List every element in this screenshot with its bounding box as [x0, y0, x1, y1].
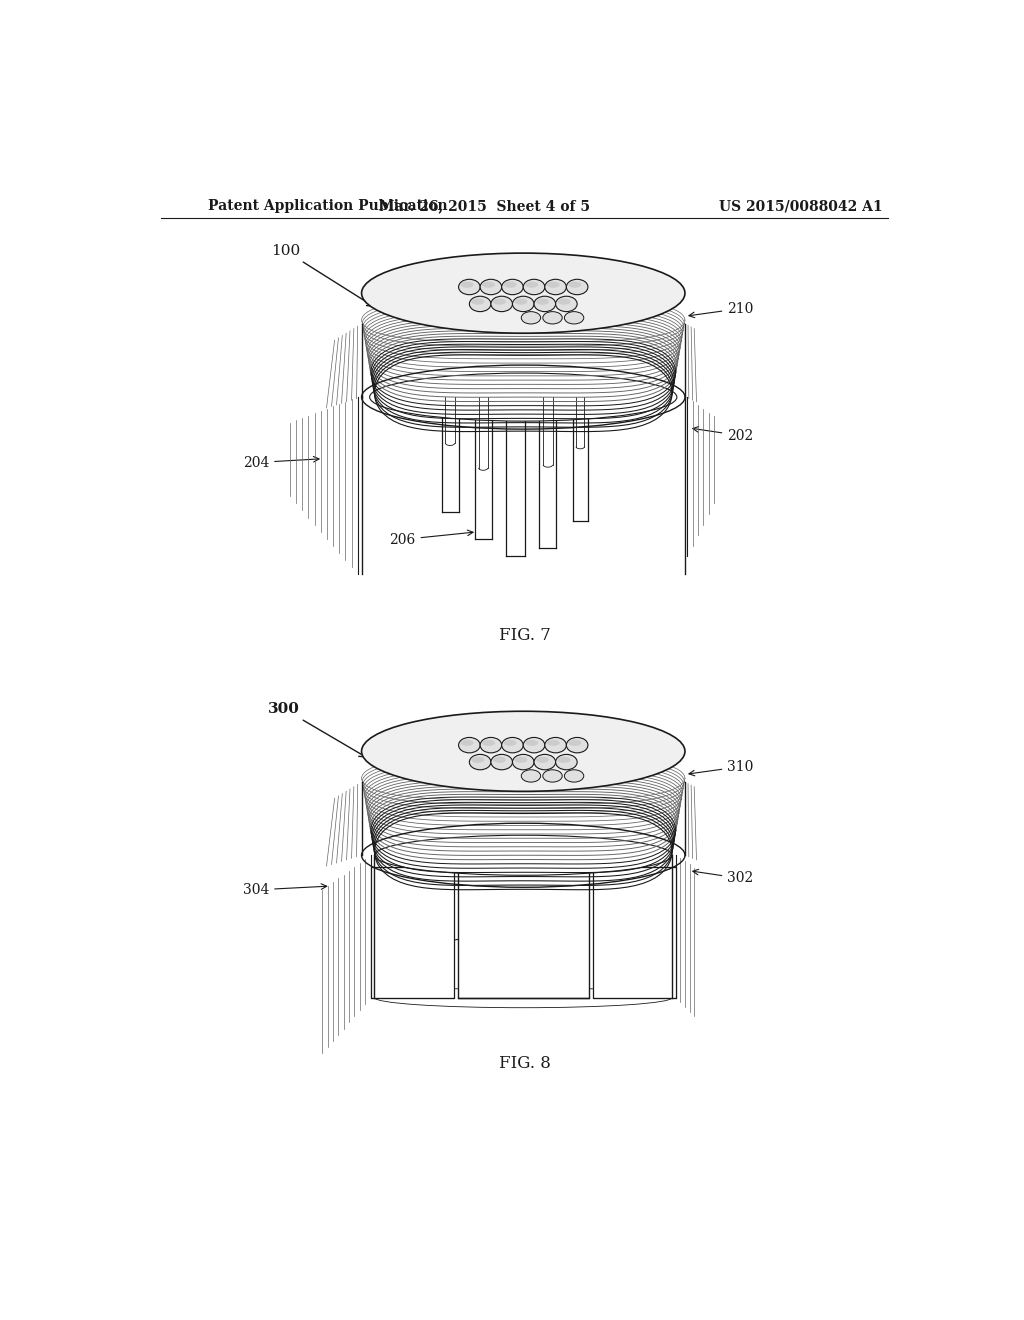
- Text: 204: 204: [243, 455, 319, 470]
- Ellipse shape: [480, 280, 502, 294]
- Ellipse shape: [370, 374, 677, 421]
- Text: Patent Application Publication: Patent Application Publication: [208, 199, 447, 213]
- Bar: [371, 867, 454, 998]
- Ellipse shape: [514, 298, 527, 305]
- Ellipse shape: [493, 298, 506, 305]
- Ellipse shape: [469, 755, 490, 770]
- Ellipse shape: [512, 755, 535, 770]
- Ellipse shape: [461, 739, 473, 746]
- Ellipse shape: [558, 298, 570, 305]
- Ellipse shape: [556, 296, 578, 312]
- Ellipse shape: [502, 280, 523, 294]
- Ellipse shape: [525, 281, 539, 288]
- Ellipse shape: [459, 280, 480, 294]
- Ellipse shape: [361, 253, 685, 333]
- Ellipse shape: [545, 738, 566, 752]
- Ellipse shape: [490, 296, 512, 312]
- Ellipse shape: [375, 836, 672, 875]
- Ellipse shape: [504, 739, 517, 746]
- Text: 306: 306: [397, 935, 473, 954]
- Ellipse shape: [564, 312, 584, 323]
- Ellipse shape: [493, 756, 506, 763]
- Text: 202: 202: [693, 426, 754, 442]
- Text: 310: 310: [689, 760, 754, 776]
- Ellipse shape: [564, 770, 584, 781]
- Ellipse shape: [480, 738, 502, 752]
- Ellipse shape: [558, 756, 570, 763]
- Text: 302: 302: [693, 870, 754, 886]
- Ellipse shape: [514, 756, 527, 763]
- Text: US 2015/0088042 A1: US 2015/0088042 A1: [719, 199, 883, 213]
- Ellipse shape: [521, 770, 541, 781]
- Ellipse shape: [543, 770, 562, 781]
- Text: FIG. 8: FIG. 8: [499, 1055, 551, 1072]
- Text: 206: 206: [389, 531, 473, 546]
- Text: 210: 210: [689, 301, 754, 318]
- Ellipse shape: [523, 280, 545, 294]
- Ellipse shape: [482, 281, 495, 288]
- Ellipse shape: [566, 280, 588, 294]
- Ellipse shape: [482, 739, 495, 746]
- Ellipse shape: [471, 756, 484, 763]
- Ellipse shape: [547, 281, 560, 288]
- Ellipse shape: [545, 280, 566, 294]
- Text: FIG. 7: FIG. 7: [499, 627, 551, 644]
- Ellipse shape: [543, 312, 562, 323]
- Ellipse shape: [459, 738, 480, 752]
- Ellipse shape: [504, 281, 517, 288]
- Ellipse shape: [536, 298, 549, 305]
- Bar: [475, 397, 492, 539]
- Text: 308: 308: [389, 867, 488, 882]
- Text: Mar. 26, 2015  Sheet 4 of 5: Mar. 26, 2015 Sheet 4 of 5: [379, 199, 590, 213]
- Ellipse shape: [566, 738, 588, 752]
- Ellipse shape: [512, 296, 535, 312]
- Ellipse shape: [523, 738, 545, 752]
- Ellipse shape: [535, 755, 556, 770]
- Ellipse shape: [461, 281, 473, 288]
- Ellipse shape: [568, 281, 582, 288]
- Ellipse shape: [535, 296, 556, 312]
- Bar: [506, 397, 524, 557]
- Text: 300: 300: [268, 702, 366, 756]
- Bar: [540, 397, 556, 548]
- Ellipse shape: [502, 738, 523, 752]
- Ellipse shape: [556, 755, 578, 770]
- Ellipse shape: [536, 756, 549, 763]
- Bar: [441, 397, 459, 512]
- Ellipse shape: [471, 298, 484, 305]
- Ellipse shape: [525, 739, 539, 746]
- Text: 100: 100: [270, 244, 374, 306]
- Bar: [572, 397, 588, 521]
- Bar: [458, 867, 589, 998]
- Ellipse shape: [568, 739, 582, 746]
- Ellipse shape: [469, 296, 490, 312]
- Ellipse shape: [361, 711, 685, 792]
- Text: 304: 304: [243, 883, 327, 896]
- Ellipse shape: [547, 739, 560, 746]
- Ellipse shape: [521, 312, 541, 323]
- Bar: [593, 867, 676, 998]
- Ellipse shape: [490, 755, 512, 770]
